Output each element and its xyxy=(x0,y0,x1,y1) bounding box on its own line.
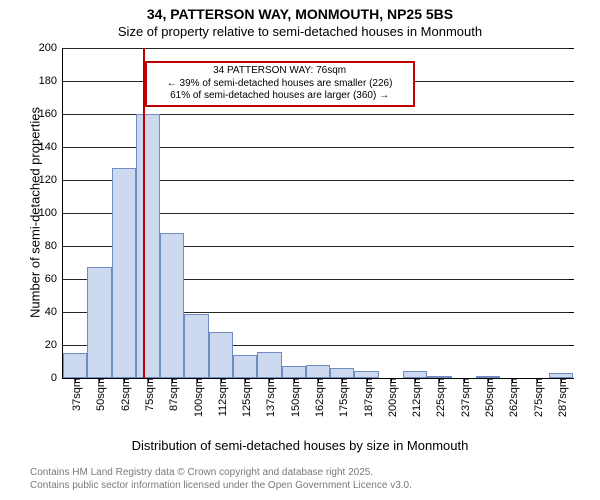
x-tick-label: 175sqm xyxy=(334,378,350,417)
x-tick-label: 250sqm xyxy=(480,378,496,417)
x-tick-label: 137sqm xyxy=(261,378,277,417)
x-tick-label: 150sqm xyxy=(286,378,302,417)
y-tick-mark xyxy=(569,147,574,148)
histogram-bar xyxy=(306,365,330,378)
histogram-bar xyxy=(87,267,111,378)
x-tick-label: 62sqm xyxy=(116,378,132,411)
histogram-bar xyxy=(209,332,233,378)
x-tick-label: 187sqm xyxy=(359,378,375,417)
plot-area: 02040608010012014016018020037sqm50sqm62s… xyxy=(62,48,573,379)
annotation-box: 34 PATTERSON WAY: 76sqm← 39% of semi-det… xyxy=(145,61,415,107)
histogram-bar xyxy=(160,233,184,378)
annotation-line-3: 61% of semi-detached houses are larger (… xyxy=(151,90,409,103)
x-tick-label: 225sqm xyxy=(431,378,447,417)
y-tick-label: 200 xyxy=(39,42,63,54)
histogram-bar xyxy=(330,368,354,378)
annotation-line-1: 34 PATTERSON WAY: 76sqm xyxy=(151,65,409,78)
histogram-bar xyxy=(112,168,136,378)
histogram-bar xyxy=(282,366,306,378)
footer-line1: Contains HM Land Registry data © Crown c… xyxy=(30,466,412,479)
chart-title-line2: Size of property relative to semi-detach… xyxy=(0,24,600,39)
y-tick-mark xyxy=(569,48,574,49)
x-tick-label: 125sqm xyxy=(237,378,253,417)
y-tick-label: 20 xyxy=(45,339,63,351)
x-tick-label: 50sqm xyxy=(91,378,107,411)
y-tick-mark xyxy=(569,114,574,115)
x-tick-label: 275sqm xyxy=(529,378,545,417)
x-tick-label: 75sqm xyxy=(140,378,156,411)
x-tick-label: 237sqm xyxy=(456,378,472,417)
x-tick-label: 262sqm xyxy=(504,378,520,417)
x-tick-label: 100sqm xyxy=(189,378,205,417)
y-tick-mark xyxy=(569,378,574,379)
x-tick-label: 112sqm xyxy=(213,378,229,416)
x-tick-label: 212sqm xyxy=(407,378,423,417)
x-tick-label: 200sqm xyxy=(383,378,399,417)
y-tick-label: 80 xyxy=(45,240,63,252)
y-gridline xyxy=(63,48,573,49)
chart-title-line1: 34, PATTERSON WAY, MONMOUTH, NP25 5BS xyxy=(0,6,600,22)
y-tick-label: 40 xyxy=(45,306,63,318)
histogram-bar xyxy=(184,314,208,378)
histogram-bar xyxy=(233,355,257,378)
footer-line2: Contains public sector information licen… xyxy=(30,479,412,492)
y-tick-label: 180 xyxy=(39,75,63,87)
y-tick-mark xyxy=(569,312,574,313)
footer-text: Contains HM Land Registry data © Crown c… xyxy=(30,466,412,492)
x-tick-label: 87sqm xyxy=(164,378,180,411)
y-tick-mark xyxy=(569,180,574,181)
y-tick-mark xyxy=(569,213,574,214)
histogram-bar xyxy=(136,114,160,378)
x-axis-label: Distribution of semi-detached houses by … xyxy=(0,438,600,453)
histogram-bar xyxy=(63,353,87,378)
histogram-bar xyxy=(403,371,427,378)
y-tick-mark xyxy=(569,81,574,82)
y-tick-label: 60 xyxy=(45,273,63,285)
histogram-bar xyxy=(354,371,378,378)
x-tick-label: 287sqm xyxy=(553,378,569,417)
y-tick-mark xyxy=(569,246,574,247)
annotation-line-2: ← 39% of semi-detached houses are smalle… xyxy=(151,78,409,91)
histogram-bar xyxy=(257,352,281,378)
y-tick-mark xyxy=(569,345,574,346)
x-tick-label: 162sqm xyxy=(310,378,326,417)
y-tick-label: 0 xyxy=(51,372,63,384)
x-tick-label: 37sqm xyxy=(67,378,83,411)
y-axis-label: Number of semi-detached properties xyxy=(28,88,43,338)
chart-container: 34, PATTERSON WAY, MONMOUTH, NP25 5BS Si… xyxy=(0,0,600,500)
y-tick-mark xyxy=(569,279,574,280)
